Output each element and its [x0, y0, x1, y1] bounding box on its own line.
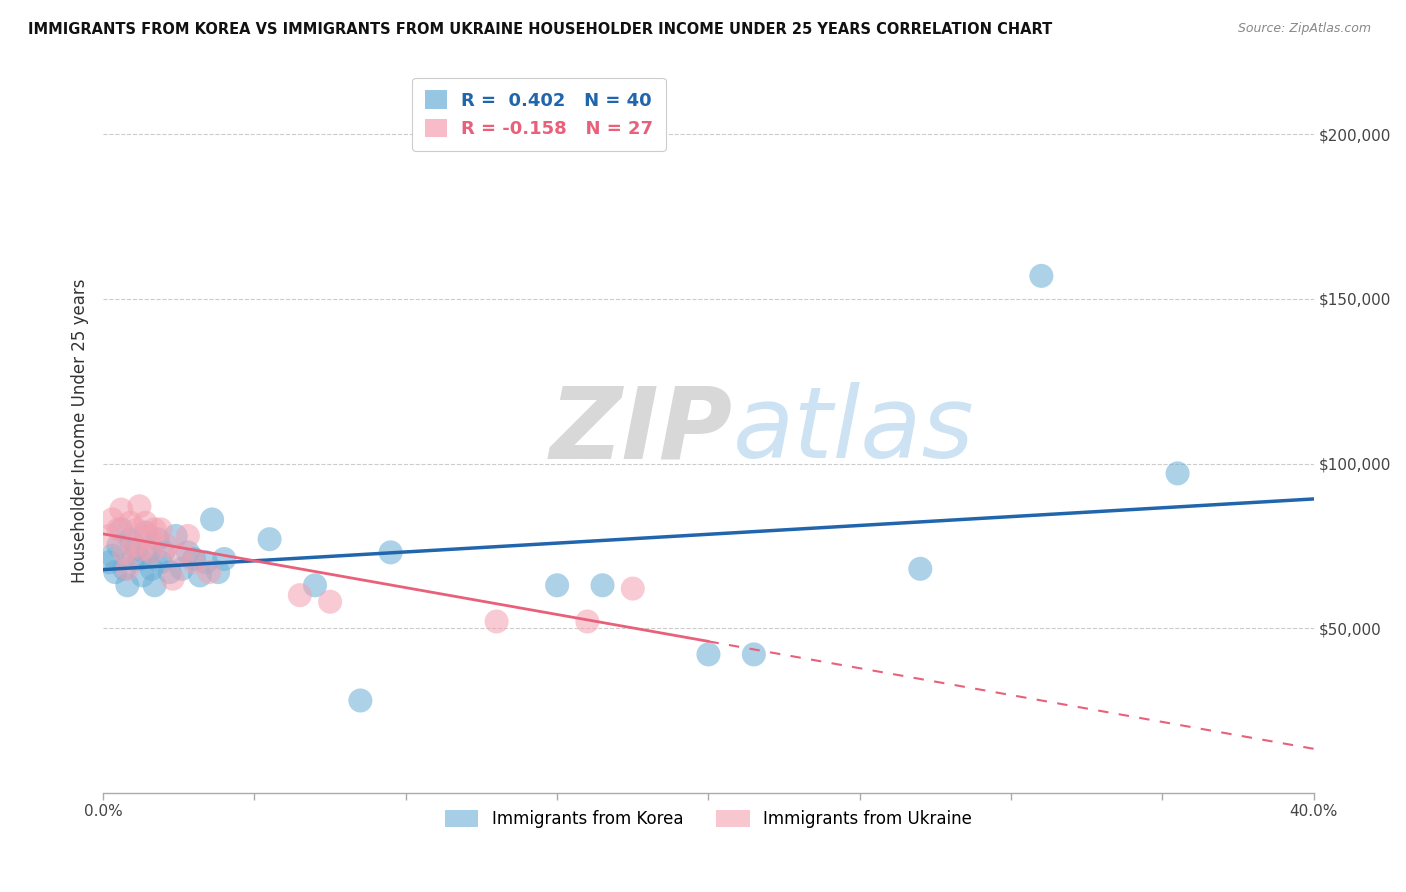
- Point: [117, 578, 139, 592]
- Point: [198, 565, 221, 579]
- Point: [167, 549, 190, 563]
- Point: [101, 549, 124, 563]
- Point: [149, 522, 172, 536]
- Point: [122, 539, 145, 553]
- Point: [146, 532, 169, 546]
- Point: [101, 512, 124, 526]
- Point: [128, 552, 150, 566]
- Point: [128, 500, 150, 514]
- Point: [107, 522, 129, 536]
- Point: [122, 552, 145, 566]
- Legend: Immigrants from Korea, Immigrants from Ukraine: Immigrants from Korea, Immigrants from U…: [439, 804, 979, 835]
- Point: [165, 529, 187, 543]
- Text: Source: ZipAtlas.com: Source: ZipAtlas.com: [1237, 22, 1371, 36]
- Point: [621, 582, 644, 596]
- Point: [1167, 467, 1189, 481]
- Point: [485, 615, 508, 629]
- Point: [143, 578, 166, 592]
- Point: [170, 562, 193, 576]
- Point: [259, 532, 281, 546]
- Point: [141, 562, 163, 576]
- Point: [110, 522, 132, 536]
- Point: [592, 578, 614, 592]
- Point: [177, 529, 200, 543]
- Point: [134, 525, 156, 540]
- Point: [110, 502, 132, 516]
- Point: [112, 562, 135, 576]
- Point: [546, 578, 568, 592]
- Point: [117, 562, 139, 576]
- Point: [183, 555, 205, 569]
- Point: [201, 512, 224, 526]
- Point: [304, 578, 326, 592]
- Text: ZIP: ZIP: [550, 382, 733, 479]
- Point: [131, 542, 153, 557]
- Point: [742, 648, 765, 662]
- Point: [134, 516, 156, 530]
- Point: [207, 565, 229, 579]
- Point: [697, 648, 720, 662]
- Point: [120, 516, 142, 530]
- Point: [141, 545, 163, 559]
- Point: [212, 552, 235, 566]
- Point: [131, 568, 153, 582]
- Point: [177, 545, 200, 559]
- Point: [188, 568, 211, 582]
- Point: [104, 565, 127, 579]
- Point: [112, 545, 135, 559]
- Point: [576, 615, 599, 629]
- Point: [159, 565, 181, 579]
- Point: [195, 555, 218, 569]
- Text: IMMIGRANTS FROM KOREA VS IMMIGRANTS FROM UKRAINE HOUSEHOLDER INCOME UNDER 25 YEA: IMMIGRANTS FROM KOREA VS IMMIGRANTS FROM…: [28, 22, 1052, 37]
- Point: [143, 522, 166, 536]
- Point: [98, 529, 121, 543]
- Point: [162, 572, 184, 586]
- Point: [149, 555, 172, 569]
- Point: [156, 539, 179, 553]
- Y-axis label: Householder Income Under 25 years: Householder Income Under 25 years: [72, 278, 89, 582]
- Point: [125, 522, 148, 536]
- Text: atlas: atlas: [733, 382, 974, 479]
- Point: [910, 562, 932, 576]
- Point: [138, 529, 160, 543]
- Point: [380, 545, 402, 559]
- Point: [120, 532, 142, 546]
- Point: [1031, 268, 1053, 283]
- Point: [288, 588, 311, 602]
- Point: [125, 542, 148, 557]
- Point: [138, 545, 160, 559]
- Point: [152, 545, 174, 559]
- Point: [349, 693, 371, 707]
- Point: [319, 595, 342, 609]
- Point: [107, 539, 129, 553]
- Point: [183, 552, 205, 566]
- Point: [98, 555, 121, 569]
